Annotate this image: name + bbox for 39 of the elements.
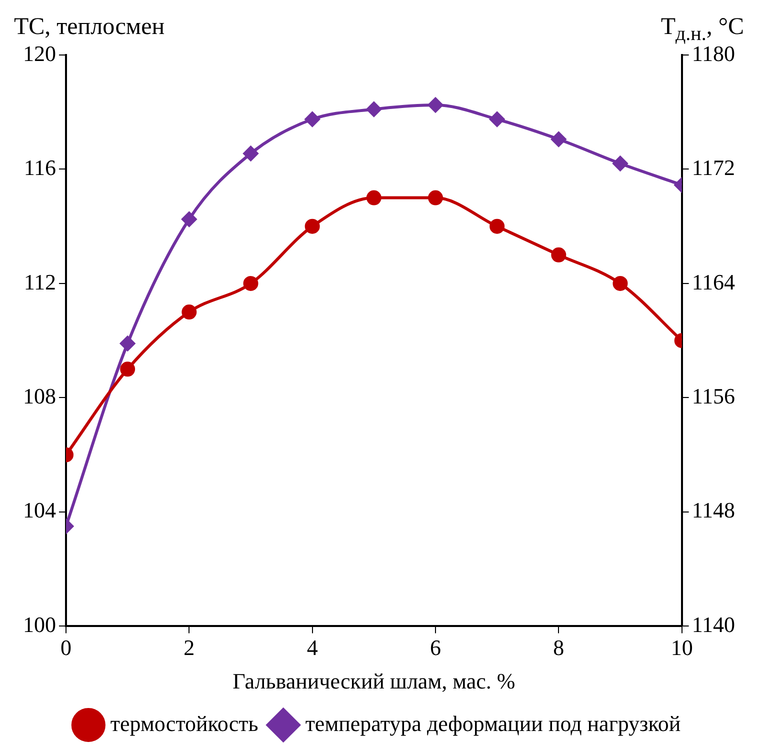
point (304, 218, 320, 234)
y2-tick-label: 1164 (692, 269, 736, 294)
point (243, 146, 258, 162)
x-tick-label: 4 (306, 635, 318, 660)
point (490, 112, 505, 127)
legend-label: термостойкость (110, 710, 258, 736)
point (612, 276, 628, 291)
y-tick-label: 104 (23, 498, 56, 523)
point (490, 218, 505, 234)
y-axis-title: ТС, теплосмен (14, 14, 165, 41)
point (366, 102, 382, 117)
point (120, 362, 136, 377)
point (366, 190, 382, 206)
y-tick-label: 116 (24, 155, 56, 180)
y2-tick-label: 1156 (692, 384, 736, 408)
x-tick-label: 10 (670, 635, 693, 660)
point (304, 112, 320, 127)
y-tick-label: 100 (23, 612, 56, 637)
point (120, 336, 136, 351)
x-axis-title: Гальванический шлам, мас. % (232, 668, 516, 694)
y-tick-label: 108 (23, 384, 56, 408)
y-tick-label: 112 (24, 269, 56, 294)
x-tick-label: 8 (553, 635, 564, 660)
point (551, 247, 566, 262)
point (551, 132, 566, 147)
point (428, 97, 443, 112)
point (243, 276, 258, 291)
y2-tick-label: 1148 (692, 498, 736, 523)
y2-tick-label: 1140 (692, 612, 736, 637)
point (182, 212, 197, 227)
point (182, 304, 197, 320)
x-tick-label: 2 (184, 635, 195, 660)
y2-tick-label: 1172 (692, 155, 736, 180)
x-tick-label: 6 (430, 635, 441, 660)
point (612, 156, 628, 172)
legend-label: температура деформации под нагрузкой (305, 710, 681, 736)
y-tick-label: 120 (23, 40, 56, 66)
x-tick-label: 0 (60, 635, 72, 660)
point (428, 190, 443, 206)
